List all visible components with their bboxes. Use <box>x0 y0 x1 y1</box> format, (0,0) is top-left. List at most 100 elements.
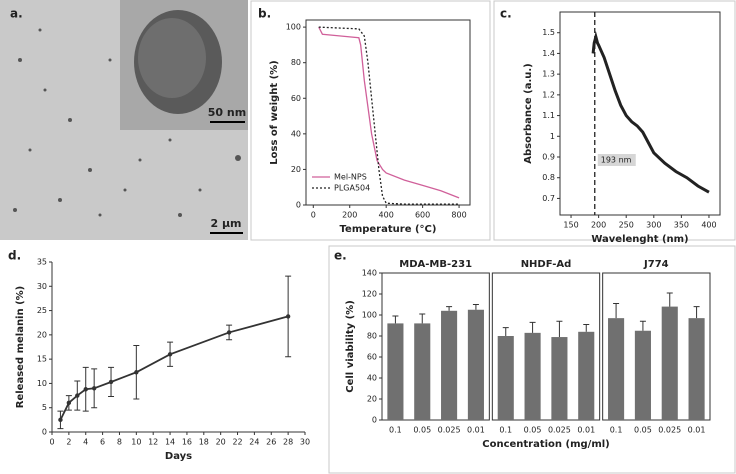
error-bar <box>446 306 453 311</box>
y-tick-label: 1.3 <box>542 70 555 79</box>
inset-scale: 50 nm <box>208 106 246 119</box>
x-tick-label: 0.05 <box>634 426 652 435</box>
x-tick-label: 24 <box>249 438 259 447</box>
x-tick-label: 400 <box>379 211 394 220</box>
legend-label: PLGA504 <box>334 184 370 193</box>
y-tick-label: 0.8 <box>542 173 555 182</box>
x-tick-label: 20 <box>216 438 226 447</box>
y-tick-label: 20 <box>37 330 47 339</box>
point <box>75 393 80 398</box>
bar <box>551 337 568 420</box>
nanoparticle-core <box>138 18 206 98</box>
y-tick-label: 0.7 <box>542 194 555 203</box>
subplot-title: J774 <box>643 259 669 270</box>
y-tick-label: 40 <box>367 374 377 383</box>
error-bar <box>392 315 399 324</box>
panel-a: 50 nm 2 µm a. <box>0 0 248 240</box>
point <box>83 387 88 392</box>
y-tick-label: 1.4 <box>542 49 555 58</box>
y-tick-label: 30 <box>37 282 47 291</box>
y-tick-label: 120 <box>362 290 377 299</box>
point <box>58 417 63 423</box>
subplot-frame <box>491 272 601 421</box>
bar <box>661 306 678 420</box>
x-tick-label: 0.05 <box>524 426 542 435</box>
x-tick-label: 0.1 <box>389 426 402 435</box>
x-tick-label: 16 <box>182 438 192 447</box>
y-tick-label: 1.1 <box>542 111 555 120</box>
y-tick-label: 80 <box>367 332 377 341</box>
x-tick-label: 800 <box>451 211 466 220</box>
x-tick-label: 2 <box>66 438 71 447</box>
scale: 2 µm <box>210 217 241 230</box>
x-tick-label: 14 <box>165 438 175 447</box>
y-tick-label: 20 <box>291 165 301 174</box>
x-tick-label: 0.01 <box>577 426 595 435</box>
y-tick-label: 0 <box>42 428 47 437</box>
x-tick-label: 0 <box>49 438 54 447</box>
x-tick-label: 0 <box>311 211 316 220</box>
bar <box>524 332 541 420</box>
y-tick-label: 60 <box>367 353 377 362</box>
error-bar <box>419 313 426 324</box>
error-bar <box>666 292 673 307</box>
series-line <box>318 26 460 199</box>
error-bar <box>556 320 563 338</box>
x-axis-label: Concentration (mg/ml) <box>482 439 610 450</box>
point <box>108 379 114 385</box>
x-tick-label: 8 <box>117 438 122 447</box>
point <box>134 370 139 375</box>
x-tick-label: 0.025 <box>658 426 681 435</box>
x-tick-label: 350 <box>674 221 689 230</box>
annotation: 193 nm <box>601 156 632 165</box>
bar <box>608 318 625 420</box>
particles <box>13 28 241 217</box>
bar <box>578 331 595 420</box>
y-tick-label: 40 <box>291 129 301 138</box>
x-tick-label: 600 <box>415 211 430 220</box>
bar <box>634 330 651 420</box>
bar <box>497 336 514 420</box>
panel-b-frame <box>250 0 491 241</box>
x-tick-label: 400 <box>701 221 716 230</box>
y-axis-label: Loss of weight (%) <box>269 60 280 164</box>
panel-c-frame <box>493 0 736 241</box>
x-tick-label: 30 <box>300 438 310 447</box>
y-tick-label: 1.5 <box>542 28 555 37</box>
subplot-title: MDA-MB-231 <box>399 259 472 270</box>
x-axis-label: Wavelenght (nm) <box>591 234 688 245</box>
x-tick-label: 12 <box>148 438 158 447</box>
y-tick-label: 5 <box>42 403 47 412</box>
y-tick-label: 10 <box>37 379 47 388</box>
error-bar <box>472 304 479 310</box>
y-tick-label: 0 <box>372 416 377 425</box>
y-tick-label: 1.2 <box>542 90 555 99</box>
y-tick-label: 100 <box>286 23 301 32</box>
error-bar <box>613 302 620 319</box>
series-line <box>318 26 460 205</box>
y-tick-label: 0.9 <box>542 153 555 162</box>
series-line <box>591 31 710 194</box>
x-tick-label: 200 <box>591 221 606 230</box>
y-tick-label: 60 <box>291 94 301 103</box>
subplot-title: NHDF-Ad <box>521 259 572 270</box>
x-tick-label: 200 <box>342 211 357 220</box>
point <box>91 386 97 391</box>
panel-label: b. <box>258 7 271 21</box>
x-tick-label: 0.1 <box>610 426 623 435</box>
y-tick-label: 140 <box>362 269 377 278</box>
series-line <box>59 315 289 421</box>
x-axis-label: Days <box>165 451 192 462</box>
bar <box>467 309 484 420</box>
error-bar <box>529 321 536 333</box>
y-tick-label: 0 <box>296 201 301 210</box>
plot-frame <box>305 19 471 206</box>
y-tick-label: 1 <box>550 132 555 141</box>
x-tick-label: 150 <box>563 221 578 230</box>
plot-frame <box>559 11 721 216</box>
bar <box>387 323 404 420</box>
bar <box>688 318 705 420</box>
panel-e-frame <box>328 245 736 474</box>
y-tick-label: 20 <box>367 395 377 404</box>
